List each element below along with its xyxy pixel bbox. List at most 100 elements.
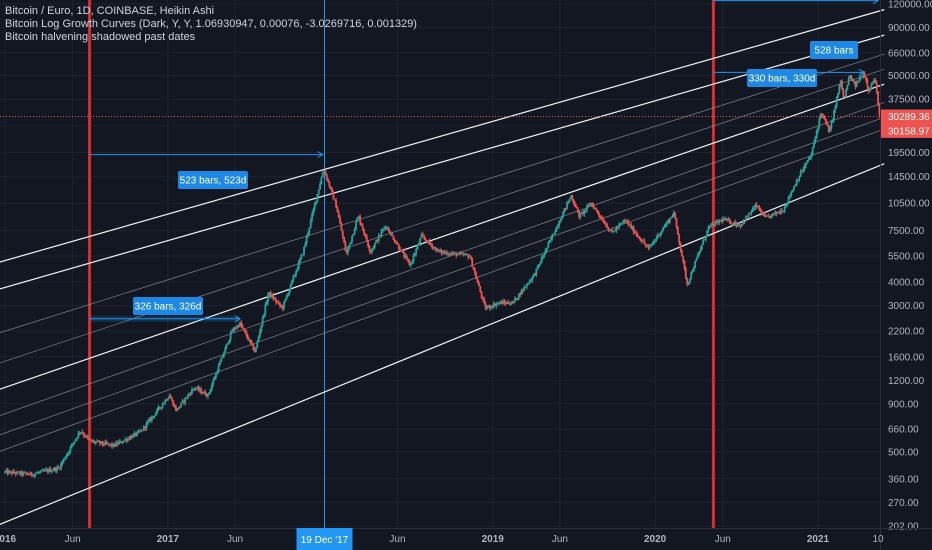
candle-body [20, 471, 22, 475]
candle-body [472, 266, 475, 270]
candle-body [574, 203, 576, 208]
measure-callout-label: 326 bars, 326d [135, 302, 202, 313]
candle-body [285, 295, 288, 299]
candle-body [782, 211, 785, 213]
candle-body [611, 230, 614, 232]
candle-body [508, 303, 511, 305]
candle-body [32, 475, 34, 477]
candle-body [720, 219, 723, 222]
candle-body [8, 471, 10, 474]
candle-body [819, 113, 822, 119]
candle-body [229, 332, 232, 340]
candle-body [249, 339, 252, 343]
candle-body [428, 240, 431, 244]
candle-body [259, 331, 261, 337]
candle-body [730, 223, 733, 225]
candle-body [598, 213, 600, 216]
candle-body [176, 408, 179, 411]
candle-body [108, 443, 111, 445]
candle-body [724, 218, 727, 221]
candle-body [570, 195, 572, 199]
candle-body [169, 396, 172, 399]
candle-body [741, 223, 743, 227]
candle-body [397, 244, 400, 249]
candle-body [440, 250, 443, 254]
candle-body [64, 458, 66, 460]
candle-body [205, 395, 208, 397]
candle-body [619, 223, 622, 225]
candle-body [237, 325, 240, 327]
candle-body [22, 472, 25, 475]
candle-body [217, 365, 220, 373]
candle-body [576, 207, 579, 211]
candle-body [241, 325, 244, 329]
candle-body [510, 303, 512, 305]
price-axis[interactable]: 202.00 270.00 360.00 500.00 660.00 900.00 1200… [880, 0, 932, 550]
candle-body [755, 204, 758, 207]
candle-body [728, 219, 731, 224]
candle-body [698, 251, 701, 255]
candle-body [219, 362, 221, 366]
candle-body [468, 256, 471, 258]
candle-body [596, 210, 599, 214]
symbol-title[interactable]: Bitcoin / Euro, 1D, COINBASE, Heikin Ash… [5, 5, 215, 17]
candle-body [48, 468, 50, 472]
candle-body [355, 221, 357, 229]
candle-body [455, 252, 458, 256]
candle-body [335, 200, 337, 208]
candle-body [412, 255, 415, 262]
candle-body [16, 471, 18, 474]
candle-body [563, 208, 566, 213]
candle-body [494, 303, 496, 307]
candle-body [482, 297, 484, 299]
candle-body [73, 441, 76, 444]
candle-body [449, 253, 452, 255]
candle-body [711, 223, 714, 225]
candle-body [197, 387, 200, 391]
candle-body [296, 268, 299, 272]
candle-body [878, 104, 881, 116]
candle-body [690, 272, 693, 279]
candle-body [244, 329, 247, 333]
candle-body [42, 470, 45, 472]
candle-body [847, 77, 850, 86]
candle-body [295, 271, 297, 276]
candle-body [750, 211, 753, 214]
y-tick-label: 50000.00 [888, 71, 930, 82]
candle-body [857, 81, 859, 83]
candle-body [96, 440, 99, 442]
candle-body [785, 205, 787, 207]
candle-body [707, 226, 710, 231]
candle-body [520, 289, 523, 295]
candle-body [778, 212, 781, 214]
candle-body [276, 301, 279, 303]
candle-body [85, 436, 88, 437]
candle-body [763, 213, 766, 217]
candle-body [204, 391, 207, 396]
indicator-title-halvening[interactable]: Bitcoin halvening shadowed past dates [5, 31, 196, 43]
candle-body [806, 160, 809, 164]
candle-body [682, 256, 685, 262]
candle-body [714, 222, 717, 226]
candle-body [361, 225, 364, 230]
candle-body [313, 203, 316, 210]
candle-body [503, 301, 506, 303]
candle-body [460, 253, 463, 254]
candle-body [487, 305, 490, 308]
candle-body [867, 86, 870, 92]
indicator-title-growth-curves[interactable]: Bitcoin Log Growth Curves (Dark, Y, Y, 1… [5, 18, 417, 30]
candle-body [500, 301, 503, 305]
candle-body [470, 256, 472, 259]
candle-body [648, 245, 651, 248]
cursor-date-tag [296, 528, 353, 550]
candle-body [81, 432, 84, 434]
candle-body [154, 412, 157, 416]
time-axis[interactable]: 2016 Jun 2017 Jun Jun 2019 Jun 2020 Jun 2021 10 19 … [0, 528, 932, 550]
candle-body [40, 470, 42, 472]
candle-body [245, 332, 248, 337]
candle-body [695, 258, 698, 262]
candle-body [650, 244, 653, 246]
candle-body [307, 232, 309, 237]
y-tick-label: 1200.00 [888, 376, 925, 387]
